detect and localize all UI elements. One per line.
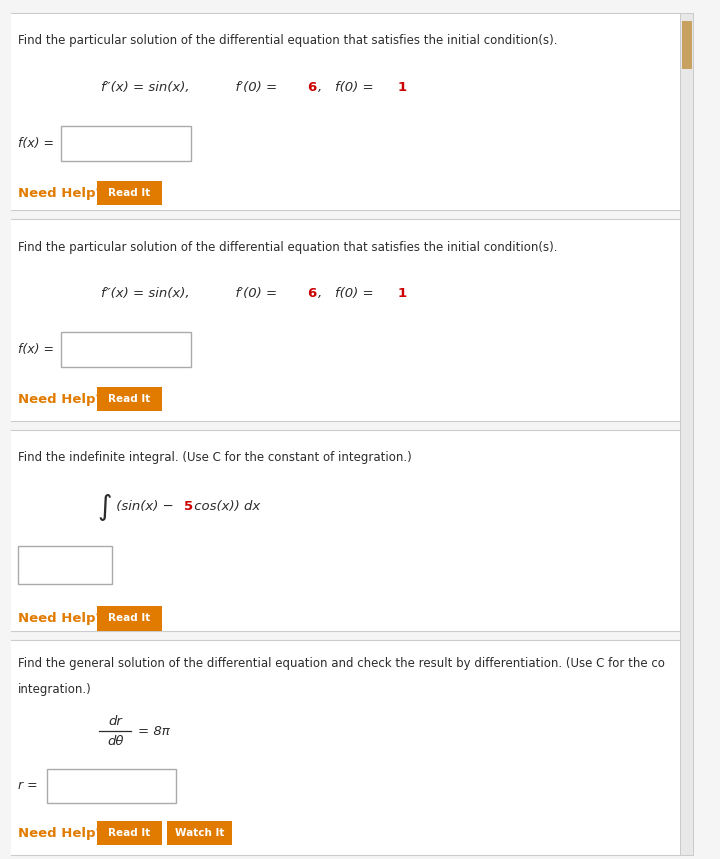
Text: Need Help?: Need Help? [18,612,103,625]
Text: r =: r = [18,779,37,793]
Text: dθ: dθ [107,734,123,748]
Text: 5: 5 [184,500,193,514]
FancyBboxPatch shape [11,13,680,210]
Text: (sin(x) −: (sin(x) − [112,500,178,514]
Text: ∫: ∫ [97,493,112,521]
FancyBboxPatch shape [97,181,162,205]
Text: 6: 6 [307,287,316,301]
Text: 1: 1 [397,81,407,94]
Text: Need Help?: Need Help? [18,186,103,200]
Text: cos(x)) dx: cos(x)) dx [190,500,261,514]
Text: f″(x) = sin(x),: f″(x) = sin(x), [101,287,189,301]
Text: Find the particular solution of the differential equation that satisfies the ini: Find the particular solution of the diff… [18,241,557,253]
FancyBboxPatch shape [680,13,693,855]
Text: Read It: Read It [109,188,150,198]
Text: = 8π: = 8π [138,725,170,738]
Text: f(x) =: f(x) = [18,137,54,150]
FancyBboxPatch shape [61,126,191,161]
Text: Read It: Read It [109,613,150,624]
FancyBboxPatch shape [18,546,112,584]
Text: Find the particular solution of the differential equation that satisfies the ini: Find the particular solution of the diff… [18,34,557,47]
Text: Find the indefinite integral. (Use C for the constant of integration.): Find the indefinite integral. (Use C for… [18,451,412,464]
FancyBboxPatch shape [61,332,191,367]
FancyBboxPatch shape [682,21,692,69]
Text: Watch It: Watch It [175,828,224,838]
Text: Need Help?: Need Help? [18,826,103,840]
Text: f(x) =: f(x) = [18,343,54,356]
FancyBboxPatch shape [47,769,176,803]
FancyBboxPatch shape [97,606,162,631]
Text: 1: 1 [397,287,407,301]
FancyBboxPatch shape [11,640,680,855]
FancyBboxPatch shape [11,430,680,631]
Text: Read It: Read It [109,828,150,838]
Text: ,   f(0) =: , f(0) = [318,287,378,301]
FancyBboxPatch shape [11,219,680,421]
Text: integration.): integration.) [18,683,91,696]
Text: Read It: Read It [109,394,150,405]
Text: Need Help?: Need Help? [18,393,103,406]
Text: dr: dr [108,715,122,728]
FancyBboxPatch shape [97,821,162,845]
FancyBboxPatch shape [97,387,162,411]
Text: f″(x) = sin(x),: f″(x) = sin(x), [101,81,189,94]
Text: 6: 6 [307,81,316,94]
Text: ,   f(0) =: , f(0) = [318,81,378,94]
Text: f′(0) =: f′(0) = [227,287,282,301]
Text: Find the general solution of the differential equation and check the result by d: Find the general solution of the differe… [18,657,665,670]
Text: f′(0) =: f′(0) = [227,81,282,94]
FancyBboxPatch shape [167,821,232,845]
